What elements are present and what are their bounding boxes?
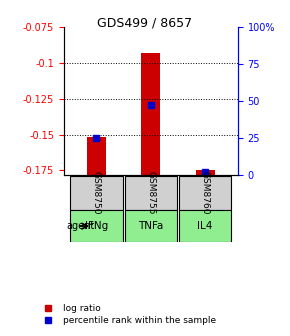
FancyBboxPatch shape	[70, 210, 122, 242]
Bar	[141, 53, 160, 175]
Text: TNFa: TNFa	[138, 221, 164, 231]
Text: GSM8760: GSM8760	[201, 171, 210, 215]
Text: log ratio: log ratio	[63, 304, 101, 313]
FancyBboxPatch shape	[179, 176, 231, 210]
Text: GDS499 / 8657: GDS499 / 8657	[97, 17, 193, 30]
FancyBboxPatch shape	[125, 210, 177, 242]
Bar	[87, 137, 106, 175]
Bar	[196, 170, 215, 175]
Text: IL4: IL4	[197, 221, 213, 231]
Text: IFNg: IFNg	[85, 221, 108, 231]
FancyBboxPatch shape	[179, 210, 231, 242]
FancyBboxPatch shape	[70, 176, 122, 210]
FancyBboxPatch shape	[125, 176, 177, 210]
Text: percentile rank within the sample: percentile rank within the sample	[63, 316, 216, 325]
Text: GSM8755: GSM8755	[146, 171, 155, 215]
Text: GSM8750: GSM8750	[92, 171, 101, 215]
Text: agent: agent	[66, 221, 95, 231]
